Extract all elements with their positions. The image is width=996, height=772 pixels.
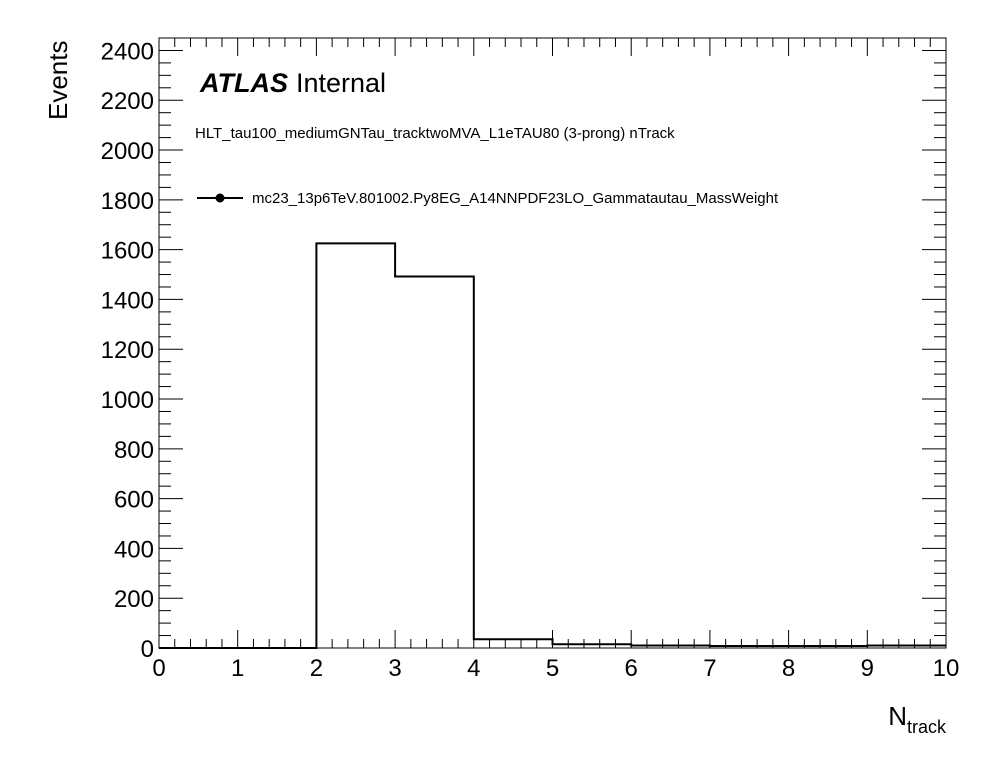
y-tick-label: 1200 [101, 337, 154, 364]
x-tick-label: 2 [310, 655, 323, 682]
y-tick-label: 2200 [101, 88, 154, 115]
x-tick-label: 8 [782, 655, 795, 682]
atlas-label-status: Internal [296, 68, 386, 98]
y-tick-label: 1400 [101, 287, 154, 314]
x-tick-label: 1 [231, 655, 244, 682]
y-tick-label: 2400 [101, 38, 154, 65]
x-tick-label: 10 [933, 655, 960, 682]
y-tick-label: 2000 [101, 138, 154, 165]
y-tick-label: 0 [141, 636, 154, 663]
y-tick-label: 1600 [101, 238, 154, 265]
x-tick-label: 6 [625, 655, 638, 682]
y-tick-label: 1000 [101, 387, 154, 414]
y-minor-ticks [159, 62, 946, 637]
histogram-line [159, 242, 946, 649]
y-axis-title: Events [43, 41, 73, 121]
x-tick-label: 0 [152, 655, 165, 682]
atlas-label: ATLAS Internal [199, 68, 386, 98]
x-tick-label: 7 [703, 655, 716, 682]
y-tick-label: 400 [114, 536, 154, 563]
plot-title: HLT_tau100_mediumGNTau_tracktwoMVA_L1eTA… [195, 125, 675, 142]
legend-label: mc23_13p6TeV.801002.Py8EG_A14NNPDF23LO_G… [252, 190, 779, 207]
atlas-label-name: ATLAS [199, 68, 288, 98]
legend-marker [215, 193, 225, 203]
y-tick-label: 200 [114, 586, 154, 613]
x-tick-label: 9 [861, 655, 874, 682]
x-axis-title-sub: track [907, 717, 947, 737]
y-tick-label: 800 [114, 437, 154, 464]
x-tick-label: 3 [388, 655, 401, 682]
y-major-ticks: 0 200 400 600 800 1000 1200 1400 1600 1800 2000 220… [101, 38, 946, 663]
x-tick-label: 4 [467, 655, 480, 682]
histogram-bins [159, 242, 946, 649]
x-axis-title-main: N [888, 701, 907, 731]
x-tick-label: 5 [546, 655, 559, 682]
x-axis-title: Ntrack [888, 701, 947, 737]
y-tick-label: 600 [114, 487, 154, 514]
legend: mc23_13p6TeV.801002.Py8EG_A14NNPDF23LO_G… [197, 190, 779, 207]
y-tick-label: 1800 [101, 188, 154, 215]
